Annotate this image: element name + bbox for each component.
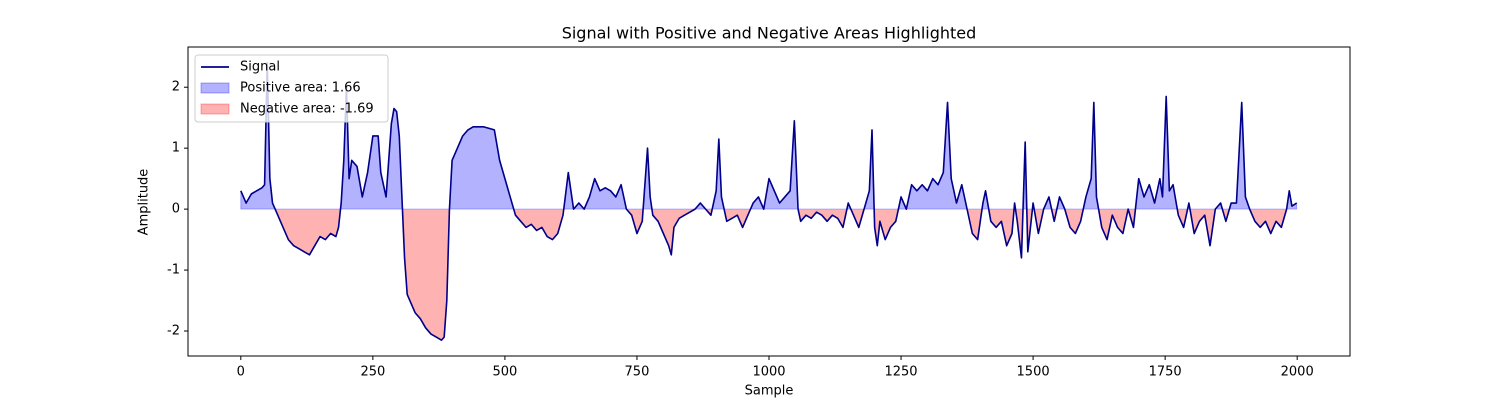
legend-label: Positive area: 1.66 (240, 81, 361, 96)
y-axis-label: Amplitude (137, 169, 152, 236)
x-tick-label: 750 (625, 365, 650, 380)
y-tick-label: -2 (167, 324, 180, 339)
x-axis-label: Sample (745, 384, 794, 399)
x-tick-label: 250 (360, 365, 385, 380)
x-tick-label: 1750 (1149, 365, 1182, 380)
x-tick-label: 0 (237, 365, 245, 380)
plot-frame (187, 46, 1351, 357)
signal-line (240, 62, 1298, 341)
x-tick-label: 500 (492, 365, 517, 380)
legend-patch (200, 82, 230, 94)
chart-title: Signal with Positive and Negative Areas … (562, 24, 977, 43)
legend-box (194, 54, 389, 123)
y-tick-label: 2 (172, 80, 180, 95)
y-tick-label: -1 (167, 263, 180, 278)
legend-patch (200, 103, 230, 115)
area-positive (240, 62, 1298, 210)
y-tick-label: 1 (172, 141, 180, 156)
y-tick-label: 0 (172, 202, 180, 217)
x-tick-label: 2000 (1281, 365, 1314, 380)
legend-label: Negative area: -1.69 (240, 102, 374, 117)
legend-label: Signal (240, 60, 280, 75)
x-tick-label: 1250 (884, 365, 917, 380)
x-tick-label: 1000 (752, 365, 785, 380)
x-tick-label: 1500 (1017, 365, 1050, 380)
